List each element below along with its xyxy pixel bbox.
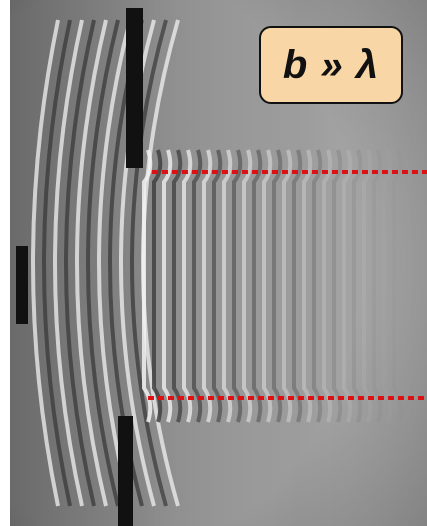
label-box: b » λ xyxy=(259,26,403,104)
label-text: b » λ xyxy=(282,42,380,87)
